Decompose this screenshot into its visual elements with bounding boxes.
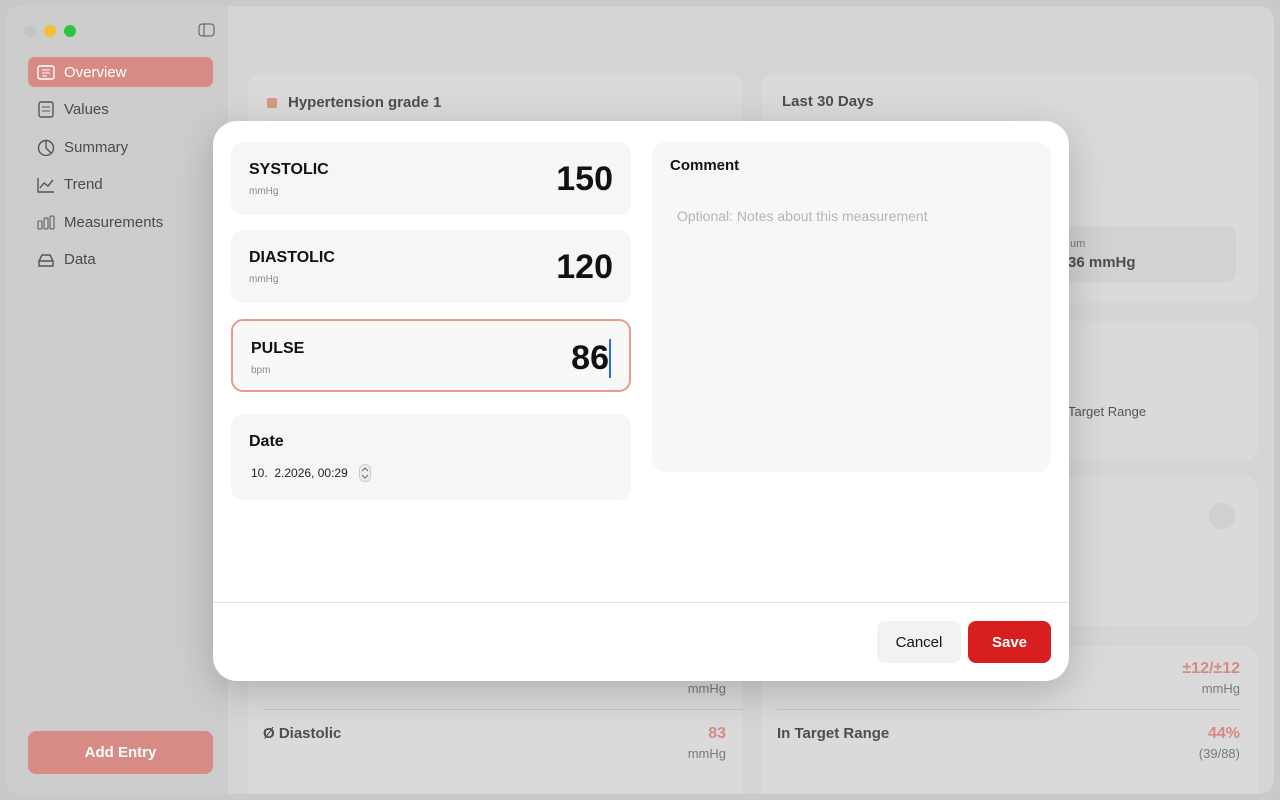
nav-label: Measurements	[64, 214, 163, 231]
status-text: Hypertension grade 1	[288, 94, 441, 111]
nav-icon	[37, 214, 55, 231]
max-value: 36 mmHg	[1068, 254, 1136, 271]
nav-item[interactable]: Trend	[28, 170, 213, 200]
nav-icon	[37, 176, 55, 193]
sidebar: Overview Values Summary Trend Measurements Da…	[6, 6, 228, 794]
target-label: Target Range	[1068, 404, 1146, 419]
date-value[interactable]: 10. 2.2026, 00:29	[251, 466, 348, 480]
date-stepper[interactable]	[359, 464, 371, 482]
minimize-button[interactable]	[44, 25, 56, 37]
nav-label: Trend	[64, 176, 103, 193]
nav-icon	[37, 139, 55, 156]
stat-label: In Target Range	[777, 725, 889, 742]
nav-item[interactable]: Overview	[28, 57, 213, 87]
field-unit: mmHg	[249, 186, 278, 197]
close-button[interactable]	[24, 25, 36, 37]
measure-field: PULSE bpm 86	[231, 319, 631, 392]
field-label: DIASTOLIC	[249, 249, 335, 267]
nav-item[interactable]: Measurements	[28, 207, 213, 237]
nav-label: Overview	[64, 64, 127, 81]
unit: mmHg	[1202, 681, 1240, 696]
stat-label: Ø Diastolic	[263, 725, 341, 742]
date-label: Date	[249, 433, 284, 451]
nav-label: Summary	[64, 139, 128, 156]
save-button[interactable]: Save	[968, 621, 1051, 663]
nav-item[interactable]: Summary	[28, 132, 213, 162]
filter-button[interactable]	[1209, 503, 1235, 529]
stat-unit: (39/88)	[1199, 746, 1240, 761]
footer-divider	[213, 602, 1069, 603]
stat-value: 44%	[1208, 725, 1240, 743]
field-value[interactable]: 150	[556, 160, 613, 199]
comment-input[interactable]: Optional: Notes about this measurement	[677, 208, 928, 224]
cancel-button[interactable]: Cancel	[877, 621, 961, 663]
stat-value: 83	[708, 725, 726, 743]
variation: ±12/±12	[1182, 660, 1240, 678]
field-label: PULSE	[251, 340, 304, 358]
field-unit: mmHg	[249, 274, 278, 285]
period-title: Last 30 Days	[782, 93, 874, 110]
field-label: SYSTOLIC	[249, 161, 329, 179]
measure-field: DIASTOLIC mmHg 120	[231, 230, 631, 303]
field-value[interactable]: 86	[571, 339, 611, 378]
entry-dialog: SYSTOLIC mmHg 150 DIASTOLIC mmHg 120 PULSE bpm 8…	[213, 121, 1069, 681]
nav-icon	[37, 251, 55, 268]
nav-label: Values	[64, 101, 109, 118]
nav-item[interactable]: Values	[28, 95, 213, 125]
stat-unit: mmHg	[688, 746, 726, 761]
nav-icon	[37, 101, 55, 118]
date-field: Date 10. 2.2026, 00:29	[231, 414, 631, 500]
measure-field: SYSTOLIC mmHg 150	[231, 142, 631, 215]
nav-label: Data	[64, 251, 96, 268]
unit: mmHg	[688, 681, 726, 696]
max-label: um	[1070, 238, 1085, 250]
comment-label: Comment	[670, 157, 739, 174]
sidebar-toggle[interactable]	[198, 23, 215, 37]
divider	[263, 709, 743, 710]
zoom-button[interactable]	[64, 25, 76, 37]
field-value[interactable]: 120	[556, 248, 613, 287]
field-unit: bpm	[251, 365, 270, 376]
comment-box: Comment Optional: Notes about this measu…	[652, 142, 1051, 472]
status-dot	[267, 98, 277, 108]
add-entry-button[interactable]: Add Entry	[28, 731, 213, 774]
divider	[777, 709, 1241, 710]
nav-icon	[37, 64, 55, 81]
nav-item[interactable]: Data	[28, 245, 213, 275]
